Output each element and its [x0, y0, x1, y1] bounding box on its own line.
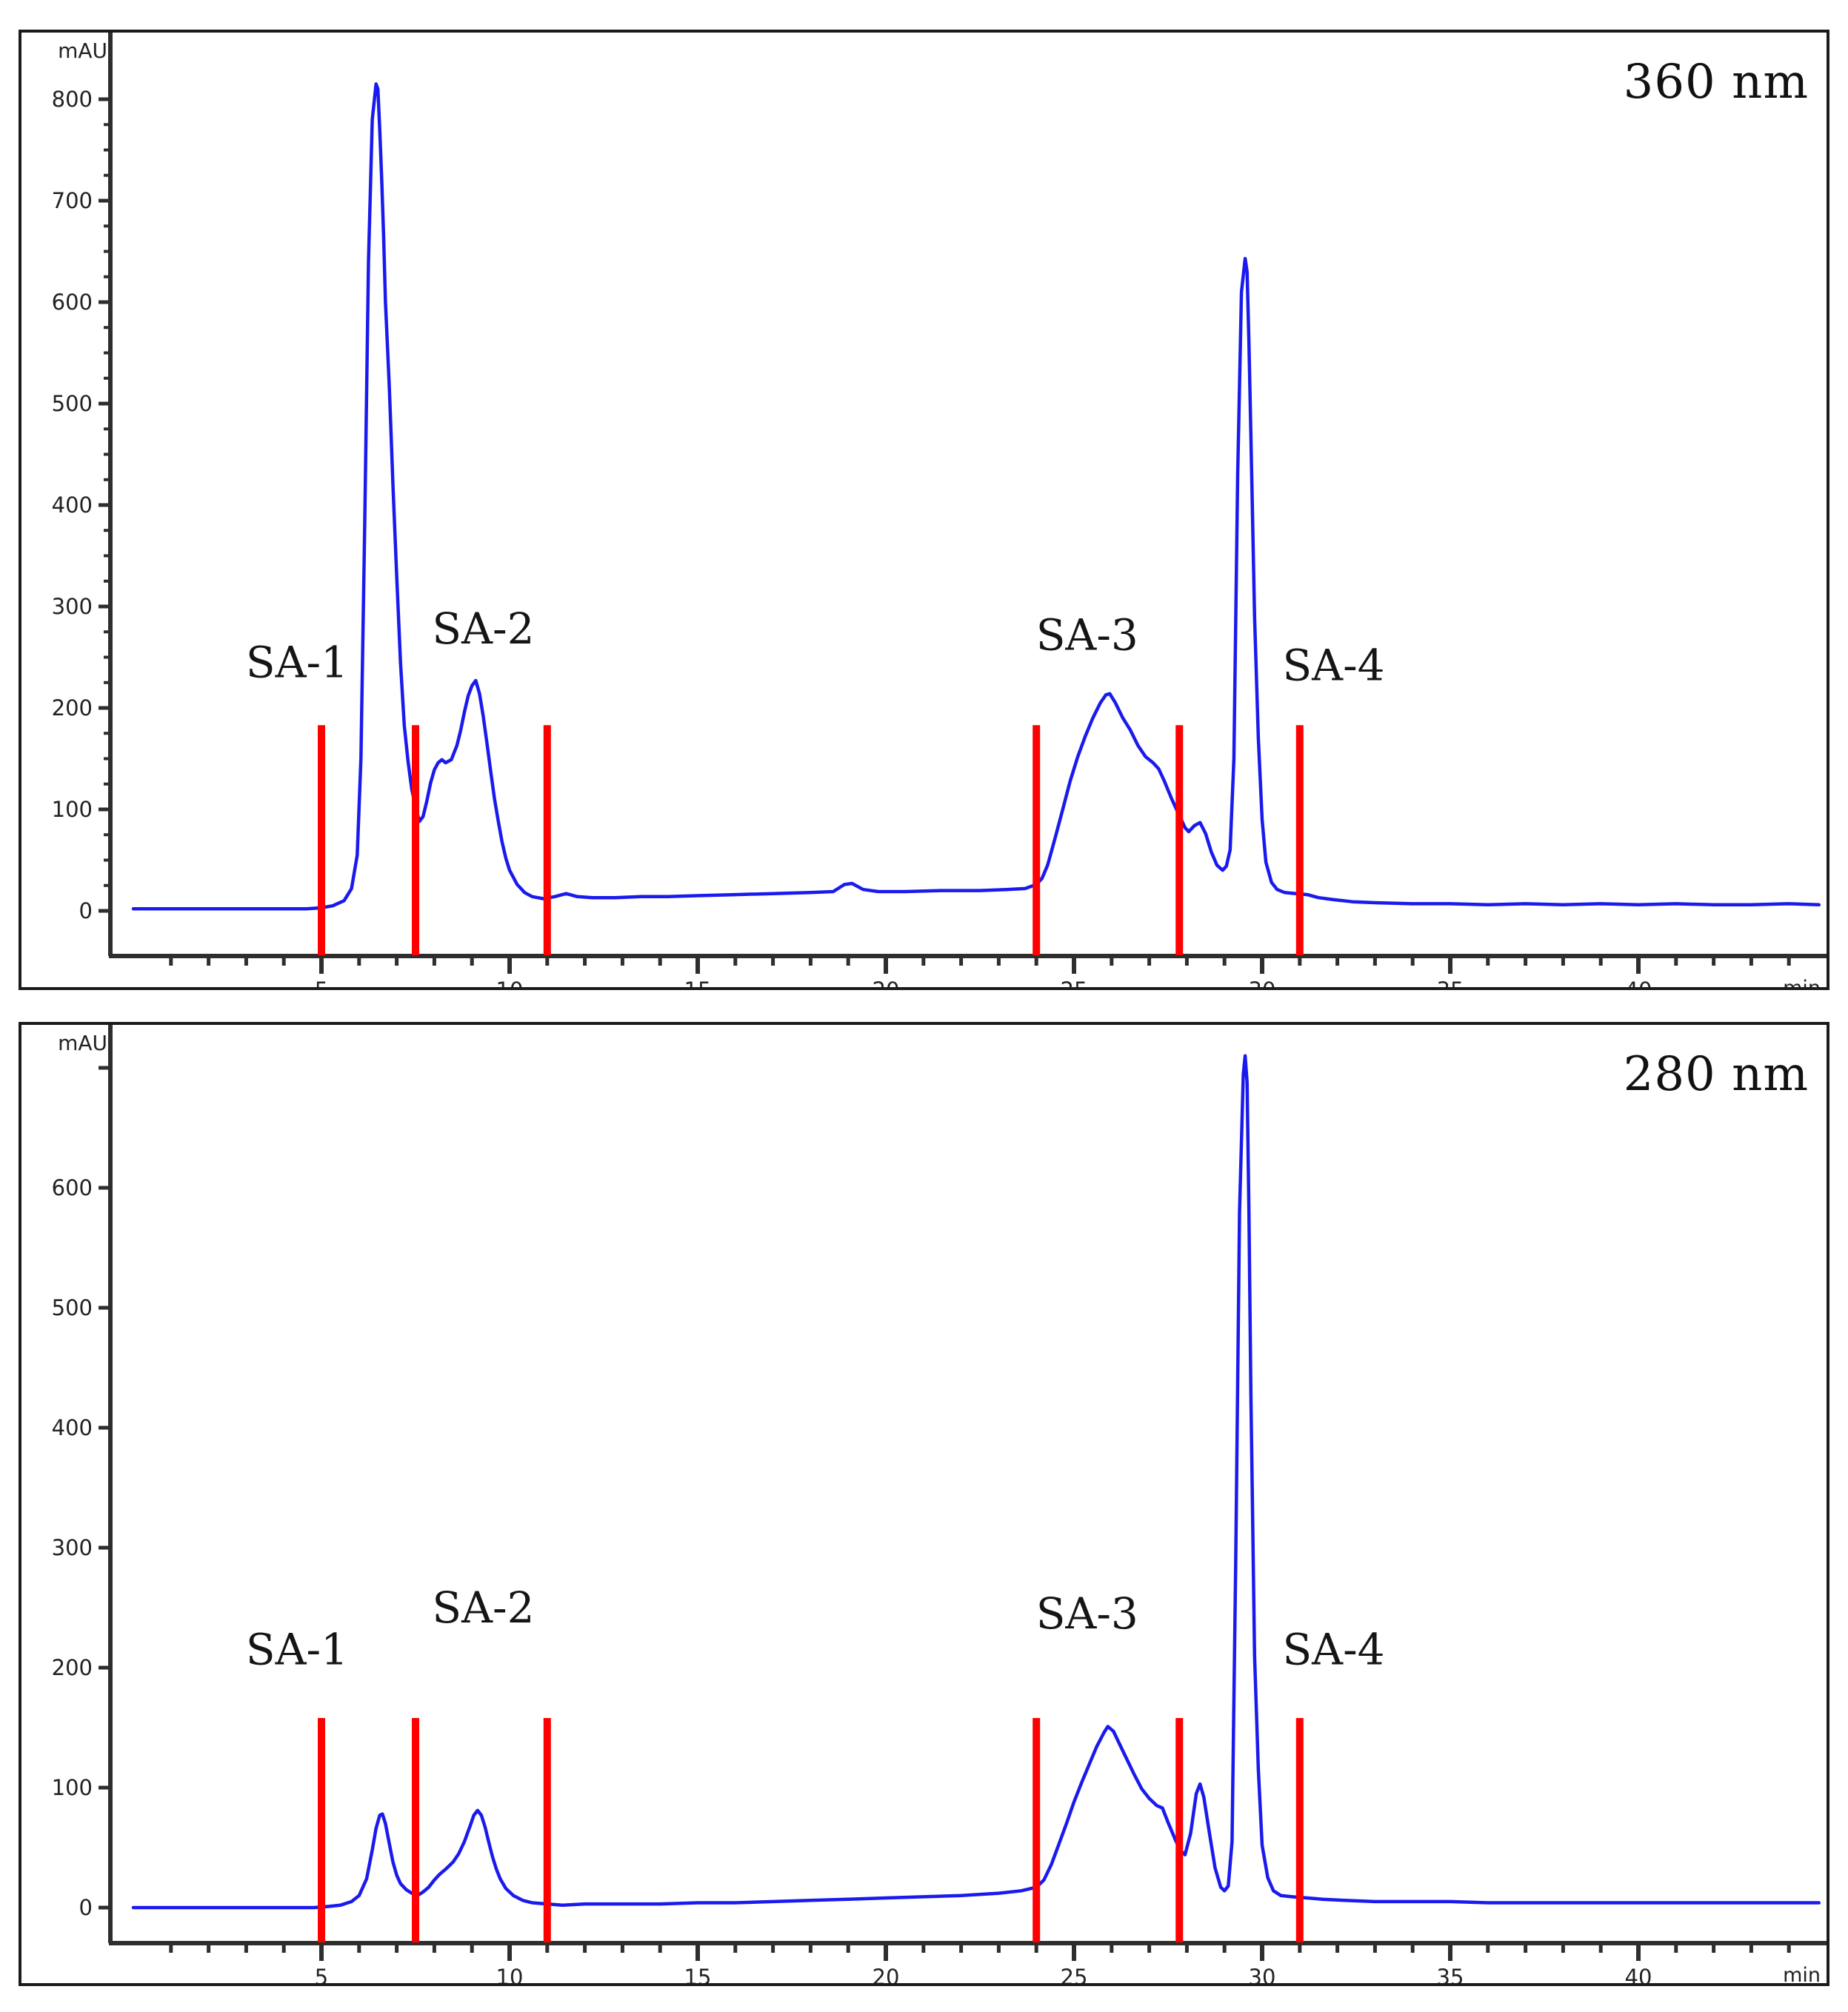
peak-label: SA-2 — [432, 1582, 534, 1633]
wavelength-label-360nm: 360 nm — [1623, 55, 1809, 110]
peak-label: SA-3 — [1036, 1588, 1138, 1639]
chromatogram-panel-280nm: 280 nm 0 100 200 300 400 500 600 5 10 15 20 25 30 35 4… — [19, 1022, 1829, 1986]
peak-label: SA-1 — [246, 1625, 348, 1675]
y-tick-label: 0 — [79, 1895, 93, 1920]
peak-label: SA-4 — [1282, 1625, 1384, 1675]
y-tick-label: 500 — [52, 391, 93, 416]
wavelength-label-280nm: 280 nm — [1623, 1047, 1809, 1102]
peak-label: SA-4 — [1282, 640, 1384, 690]
x-tick-label: 30 — [1249, 977, 1276, 987]
absorbance-trace — [131, 82, 1821, 911]
y-tick-label: 600 — [52, 290, 93, 315]
y-tick-label: 400 — [52, 492, 93, 518]
x-axis-unit-label: min — [1783, 1964, 1821, 1983]
chromatogram-panel-360nm: 360 nm 0 100 200 300 400 500 600 700 800 5 10 15 20 2… — [19, 30, 1829, 990]
x-tick-label: 15 — [684, 977, 712, 987]
x-tick-label: 10 — [496, 1965, 524, 1983]
y-tick-label: 0 — [79, 898, 93, 923]
y-tick-label: 100 — [52, 1775, 93, 1800]
chromatogram-plot-280nm: 0 100 200 300 400 500 600 5 10 15 20 25 30 35 40 mAU min… — [52, 1025, 1827, 1983]
x-tick-label: 25 — [1061, 977, 1088, 987]
absorbance-trace — [131, 1054, 1821, 1910]
x-tick-label: 20 — [873, 977, 900, 987]
x-tick-label: 5 — [315, 977, 328, 987]
x-tick-label: 25 — [1061, 1965, 1088, 1983]
x-tick-label: 40 — [1625, 1965, 1652, 1983]
y-tick-label: 300 — [52, 594, 93, 619]
x-tick-label: 5 — [315, 1965, 328, 1983]
x-tick-label: 10 — [496, 977, 524, 987]
y-axis-unit-label: mAU — [58, 39, 107, 63]
y-tick-label: 800 — [52, 87, 93, 112]
y-tick-label: 200 — [52, 1655, 93, 1680]
x-tick-label: 30 — [1249, 1965, 1276, 1983]
peak-label: SA-1 — [246, 637, 348, 687]
x-tick-label: 35 — [1437, 977, 1464, 987]
x-tick-label: 20 — [873, 1965, 900, 1983]
x-tick-label: 35 — [1437, 1965, 1464, 1983]
y-tick-label: 300 — [52, 1535, 93, 1560]
y-tick-label: 400 — [52, 1415, 93, 1440]
y-tick-label: 500 — [52, 1295, 93, 1320]
x-axis-unit-label: min — [1783, 977, 1821, 987]
y-tick-label: 100 — [52, 797, 93, 822]
y-tick-label: 600 — [52, 1175, 93, 1200]
y-tick-label: 200 — [52, 695, 93, 721]
y-axis-unit-label: mAU — [58, 1031, 107, 1055]
peak-label: SA-3 — [1036, 609, 1138, 660]
peak-label: SA-2 — [432, 604, 534, 654]
y-tick-label: 700 — [52, 188, 93, 213]
x-tick-label: 15 — [684, 1965, 712, 1983]
x-tick-label: 40 — [1625, 977, 1652, 987]
chromatogram-plot-360nm: 0 100 200 300 400 500 600 700 800 5 10 15 20 25 30 35 40… — [52, 33, 1827, 987]
